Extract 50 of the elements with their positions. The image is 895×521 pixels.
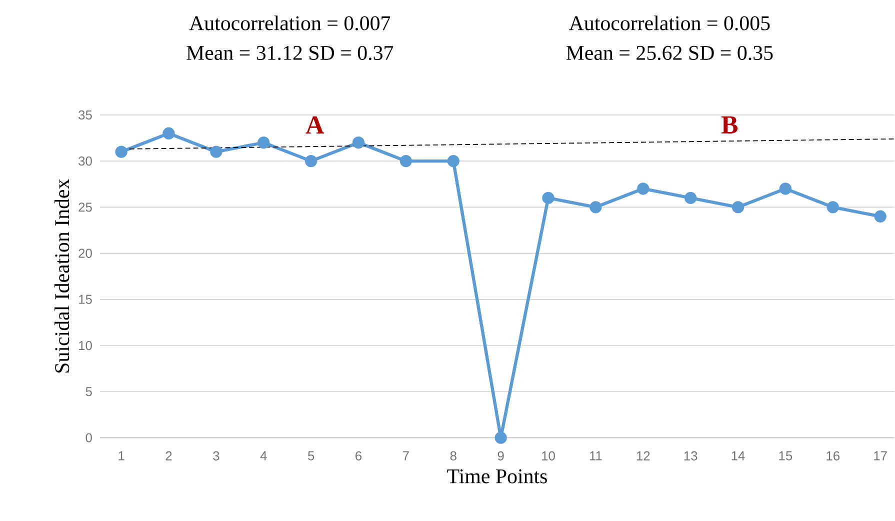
annotation: B — [721, 116, 738, 134]
point — [732, 201, 744, 214]
point — [352, 136, 365, 149]
y-axis-title: Suicidal Ideation Index — [54, 179, 70, 373]
point — [210, 146, 222, 158]
x-tick-label: 7 — [403, 451, 409, 460]
x-tick-label: 10 — [542, 451, 555, 461]
y-tick-label: 10 — [79, 341, 92, 350]
y-tick-label: 30 — [78, 156, 92, 166]
x-tick-label: 16 — [826, 451, 840, 461]
x-tick-label: 17 — [874, 451, 887, 460]
y-tick-label: 5 — [86, 387, 92, 396]
text: Mean = 31.12 SD = 0.37 — [186, 46, 394, 60]
x-tick-label: 2 — [166, 451, 172, 460]
text: Mean = 25.62 SD = 0.35 — [566, 46, 773, 60]
point — [304, 155, 318, 168]
x-tick-label: 13 — [684, 451, 698, 461]
annotation: A — [306, 116, 324, 134]
y-tick-label: 0 — [86, 433, 92, 442]
x-tick-label: 1 — [118, 451, 124, 460]
y-tick-label: 25 — [78, 202, 92, 212]
point — [590, 201, 602, 214]
x-tick-label: 6 — [356, 451, 362, 461]
y-tick-label: 35 — [78, 110, 92, 120]
x-tick-label: 8 — [450, 451, 456, 461]
x-tick-label: 9 — [498, 451, 504, 461]
y-tick-label: 20 — [78, 248, 92, 258]
point — [258, 136, 270, 149]
text: Autocorrelation = 0.007 — [189, 16, 390, 31]
point — [637, 182, 650, 195]
point — [115, 146, 128, 158]
x-tick-label: 12 — [636, 451, 650, 460]
x-tick-label: 3 — [213, 451, 220, 461]
x-axis-title: Time Points — [447, 469, 547, 484]
point — [400, 155, 412, 168]
x-tick-label: 11 — [590, 451, 602, 460]
point — [542, 192, 554, 204]
x-tick-label: 14 — [732, 451, 745, 460]
point — [779, 182, 792, 195]
x-tick-label: 4 — [260, 451, 267, 460]
text: Autocorrelation = 0.005 — [569, 16, 770, 31]
point — [447, 155, 460, 168]
x-tick-label: 5 — [308, 451, 314, 460]
point — [874, 210, 886, 223]
point — [494, 432, 507, 444]
point — [162, 127, 175, 140]
point — [684, 192, 697, 204]
x-tick-label: 15 — [779, 451, 792, 460]
y-tick-label: 15 — [79, 295, 92, 304]
point — [826, 201, 839, 214]
